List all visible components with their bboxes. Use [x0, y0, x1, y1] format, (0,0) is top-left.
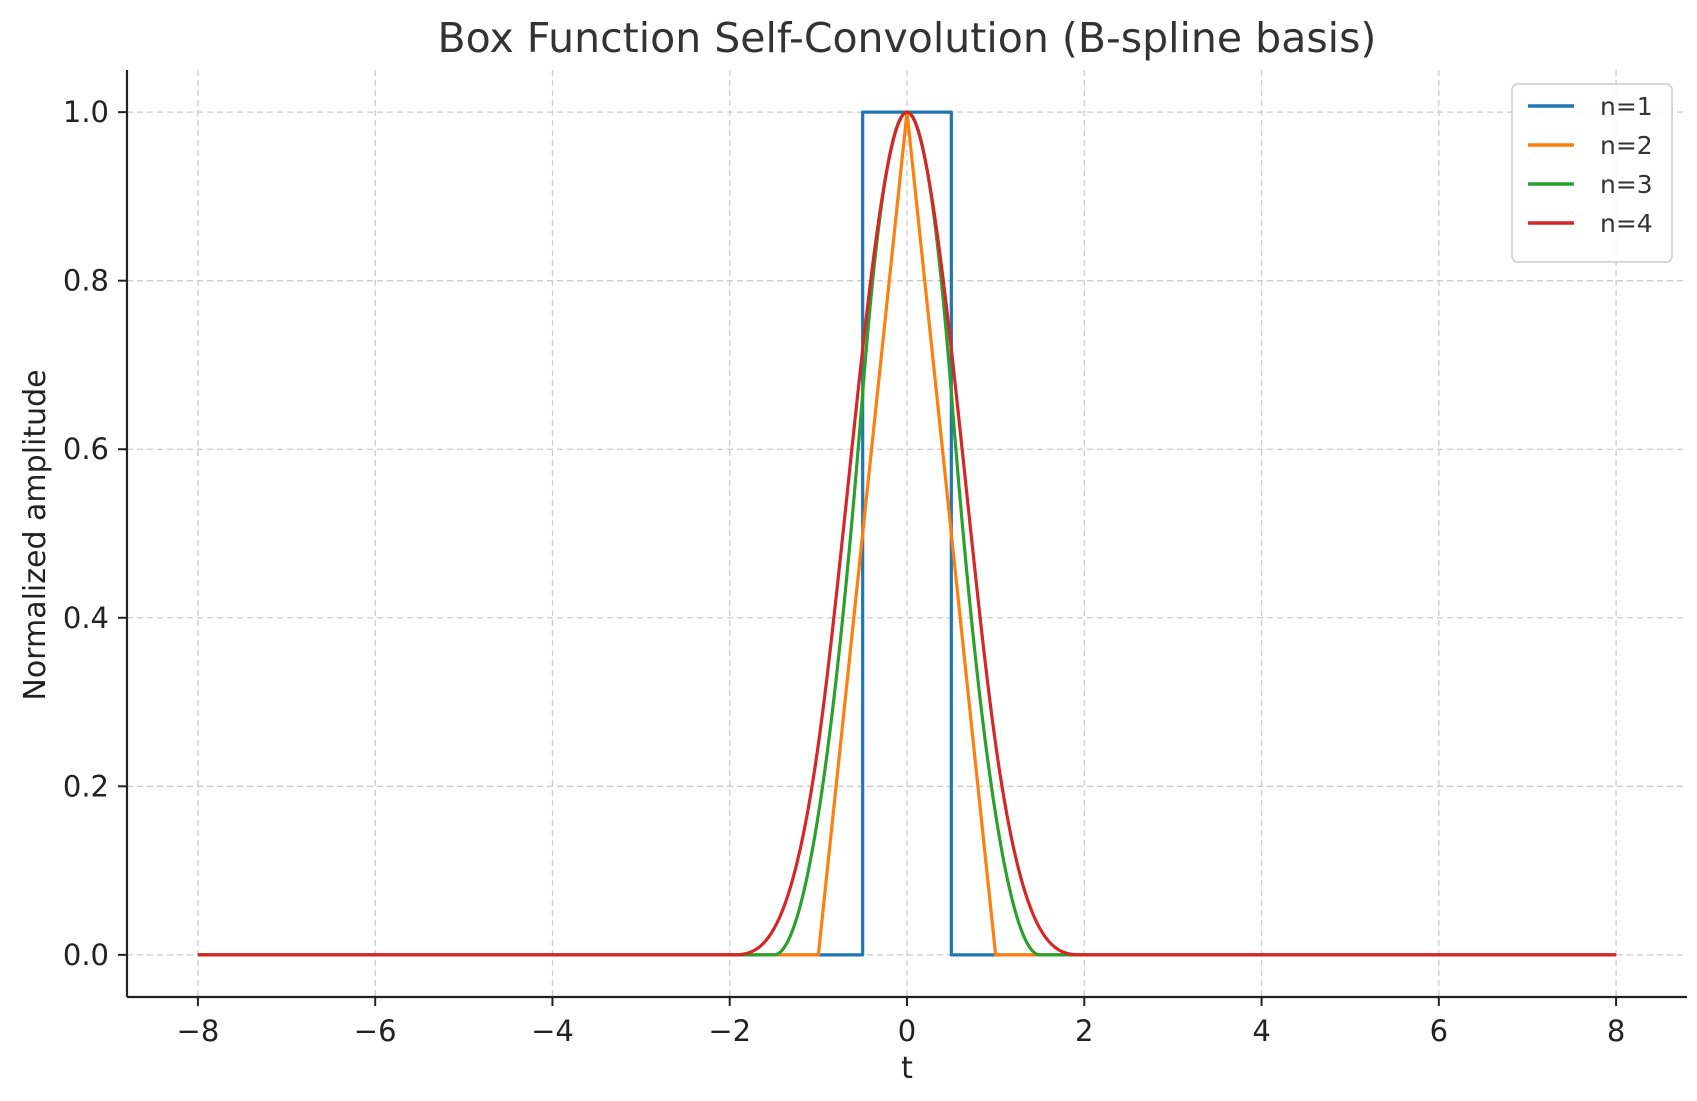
x-tick-label: 4: [1252, 1014, 1270, 1048]
y-tick-label: 0.6: [63, 432, 109, 466]
y-tick-label: 1.0: [63, 95, 109, 129]
plot-area: [197, 110, 1617, 957]
chart-title: Box Function Self-Convolution (B-spline …: [438, 14, 1377, 62]
x-tick-label: −8: [177, 1014, 220, 1048]
grid: [127, 70, 1687, 997]
y-tick-label: 0.4: [63, 601, 109, 635]
y-tick-label: 0.2: [63, 769, 109, 803]
legend-label: n=4: [1600, 209, 1653, 238]
x-tick-label: −4: [531, 1014, 574, 1048]
series-line-n-4: [197, 110, 1617, 957]
x-tick-label: 2: [1075, 1014, 1093, 1048]
x-tick-label: −6: [354, 1014, 397, 1048]
x-tick-label: −2: [708, 1014, 751, 1048]
legend-label: n=2: [1600, 131, 1653, 160]
legend-label: n=3: [1600, 170, 1653, 199]
x-tick-label: 0: [898, 1014, 916, 1048]
x-axis-ticks: −8 −6 −4 −2 0 2 4 6 8: [177, 997, 1625, 1048]
x-tick-label: 8: [1607, 1014, 1625, 1048]
y-axis-ticks: 0.0 0.2 0.4 0.6 0.8 1.0: [63, 95, 127, 972]
x-tick-label: 6: [1430, 1014, 1448, 1048]
y-axis-label: Normalized amplitude: [18, 369, 53, 700]
legend-box: [1511, 83, 1673, 263]
legend: n=1 n=2 n=3 n=4: [1511, 83, 1673, 263]
y-tick-label: 0.8: [63, 264, 109, 298]
y-tick-label: 0.0: [63, 938, 109, 972]
x-axis-label: t: [901, 1051, 913, 1086]
legend-label: n=1: [1600, 92, 1653, 121]
